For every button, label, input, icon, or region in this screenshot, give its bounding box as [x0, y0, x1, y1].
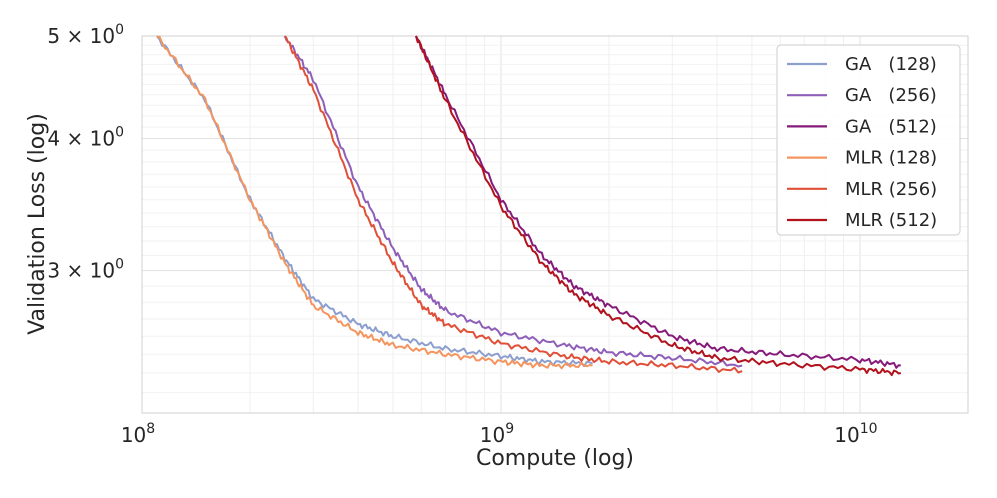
series-line — [284, 35, 743, 374]
legend-box — [776, 44, 961, 236]
y-axis-title: Validation Loss (log) — [25, 113, 50, 335]
x-tick-label: 108 — [121, 421, 155, 447]
plot-frame — [141, 35, 969, 414]
series-line — [415, 35, 901, 369]
legend-label: MLR (256) — [845, 179, 937, 200]
y-tick-labels: 5 × 100 4 × 100 3 × 100 — [47, 22, 124, 283]
legend: GA (128) GA (256) GA (512) MLR (128) MLR (25… — [776, 44, 961, 236]
series-line — [415, 35, 902, 377]
x-tick-label: 109 — [480, 421, 514, 447]
legend-label: GA (512) — [845, 116, 937, 137]
x-tick-labels: 108 109 1010 — [121, 421, 878, 447]
series-line — [283, 35, 743, 368]
x-axis-title: Compute (log) — [476, 446, 634, 471]
y-tick-label: 4 × 100 — [47, 124, 124, 150]
y-tick-label: 5 × 100 — [47, 22, 124, 48]
legend-label: MLR (512) — [845, 210, 937, 231]
series-layer — [156, 35, 902, 377]
x-tick-label: 1010 — [834, 421, 877, 447]
legend-label: GA (256) — [845, 85, 937, 106]
series-line — [156, 35, 593, 370]
y-tick-label: 3 × 100 — [47, 257, 124, 283]
legend-label: GA (128) — [845, 54, 937, 75]
legend-label: MLR (128) — [845, 148, 937, 169]
